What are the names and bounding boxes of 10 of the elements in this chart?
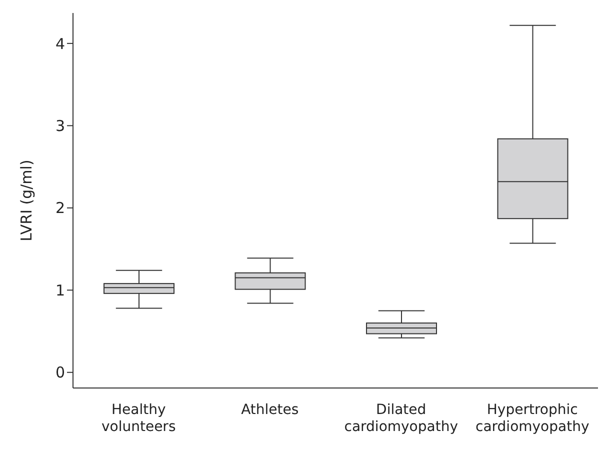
x-tick-label: Healthy volunteers [101,402,176,435]
x-tick-label: Athletes [241,402,299,418]
y-tick-label: 1 [55,281,65,300]
y-axis-title: LVRI (g/ml) [17,160,36,242]
y-tick-label: 0 [55,364,65,382]
x-tick-label: Hypertrophic cardiomyopathy [476,402,590,435]
y-tick-label: 2 [55,199,65,218]
y-tick-label: 4 [55,34,65,53]
x-tick-label: Dilated cardiomyopathy [344,402,458,435]
y-tick-label: 3 [55,116,65,135]
